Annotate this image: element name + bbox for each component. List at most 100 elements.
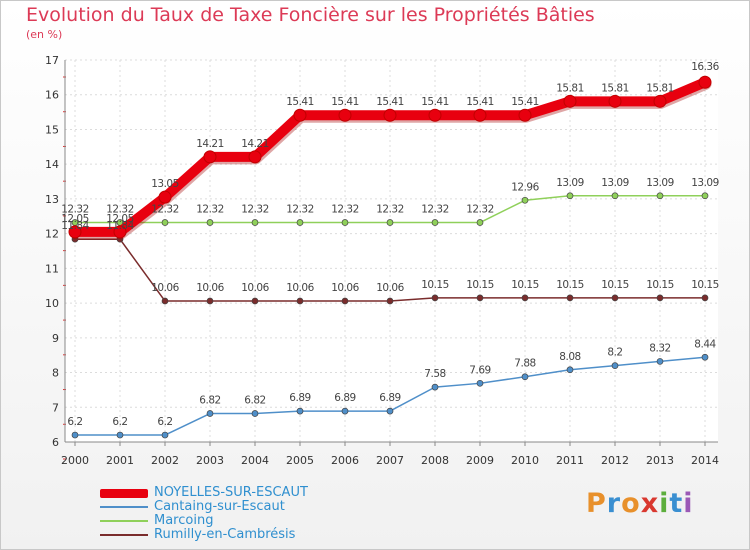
data-label: 13.05	[151, 178, 179, 190]
data-label: 6.2	[67, 416, 82, 428]
y-tick-label: 13	[45, 193, 59, 206]
data-label: 12.32	[241, 204, 269, 216]
x-tick-label: 2001	[106, 454, 134, 467]
data-point	[521, 196, 529, 204]
data-point	[383, 108, 397, 122]
data-point	[431, 383, 439, 391]
data-point	[656, 192, 664, 200]
data-point	[206, 410, 214, 417]
data-label: 10.15	[646, 279, 674, 291]
data-point	[341, 219, 349, 226]
x-tick-label: 2007	[376, 454, 404, 467]
data-label: 6.2	[157, 416, 172, 428]
data-label: 15.41	[376, 96, 404, 108]
data-label: 15.41	[466, 96, 494, 108]
data-label: 12.96	[511, 181, 539, 193]
data-point	[293, 108, 307, 122]
data-point	[566, 366, 574, 374]
legend-swatch-cantaing	[100, 506, 148, 508]
data-label: 11.84	[106, 220, 134, 232]
legend-label-noyelles: NOYELLES-SUR-ESCAUT	[154, 485, 308, 500]
data-point	[653, 94, 667, 108]
data-point	[566, 294, 574, 302]
data-label: 12.32	[286, 204, 314, 216]
x-tick-label: 2003	[196, 454, 224, 467]
y-axis-unit: (en %)	[26, 28, 63, 41]
data-label: 6.89	[334, 392, 355, 404]
data-point	[386, 297, 394, 305]
data-point	[341, 297, 349, 305]
data-label: 13.09	[691, 177, 719, 189]
data-label: 13.09	[556, 177, 584, 189]
data-label: 10.15	[556, 279, 584, 291]
y-tick-label: 14	[45, 158, 59, 171]
data-label: 15.81	[601, 82, 629, 94]
data-label: 12.32	[466, 204, 494, 216]
data-label: 14.21	[196, 138, 224, 150]
x-tick-label: 2014	[691, 454, 719, 467]
legend-swatch-noyelles	[100, 489, 148, 498]
data-label: 15.41	[286, 96, 314, 108]
data-label: 15.81	[646, 82, 674, 94]
data-point	[431, 219, 439, 226]
y-tick-label: 10	[45, 297, 59, 310]
data-label: 10.06	[196, 282, 224, 294]
x-tick-label: 2009	[466, 454, 494, 467]
data-point	[518, 108, 532, 122]
x-tick-label: 2004	[241, 454, 269, 467]
data-point	[431, 294, 439, 302]
x-tick-label: 2005	[286, 454, 314, 467]
x-tick-label: 2013	[646, 454, 674, 467]
data-point	[611, 362, 619, 369]
data-point	[116, 431, 124, 439]
data-point	[206, 219, 214, 226]
data-label: 10.15	[691, 279, 719, 291]
y-tick-label: 12	[45, 228, 59, 241]
data-label: 12.32	[106, 204, 134, 216]
data-point	[608, 94, 622, 108]
data-point	[251, 410, 259, 417]
data-point	[473, 108, 487, 122]
data-point	[296, 407, 304, 415]
data-label: 15.81	[556, 82, 584, 94]
data-point	[698, 75, 712, 89]
data-label: 15.41	[511, 96, 539, 108]
data-label: 8.2	[607, 347, 622, 359]
x-tick-label: 2000	[61, 454, 89, 467]
legend-label-marcoing: Marcoing	[154, 513, 214, 528]
data-point	[296, 297, 304, 305]
data-label: 10.15	[421, 279, 449, 291]
y-tick-label: 17	[45, 54, 59, 67]
x-tick-label: 2002	[151, 454, 179, 467]
data-label: 10.15	[601, 279, 629, 291]
data-point	[611, 192, 619, 200]
data-label: 10.15	[511, 279, 539, 291]
data-point	[203, 150, 217, 164]
data-label: 15.41	[421, 96, 449, 108]
data-label: 12.05	[61, 213, 89, 225]
y-tick-label: 6	[52, 436, 59, 449]
data-point	[521, 373, 529, 381]
data-label: 8.44	[694, 338, 716, 350]
data-point	[563, 94, 577, 108]
data-point	[701, 192, 709, 200]
data-label: 10.15	[466, 279, 494, 291]
data-point	[296, 219, 304, 226]
data-label: 6.82	[244, 395, 265, 407]
data-label: 12.05	[106, 213, 134, 225]
data-label: 12.32	[376, 204, 404, 216]
data-point	[341, 407, 349, 415]
data-label: 15.41	[331, 96, 359, 108]
x-tick-label: 2008	[421, 454, 449, 467]
data-label: 6.82	[199, 395, 220, 407]
data-point	[248, 150, 262, 164]
y-tick-label: 9	[52, 332, 59, 345]
chart-title: Evolution du Taux de Taxe Foncière sur l…	[26, 4, 595, 26]
data-label: 12.32	[421, 204, 449, 216]
data-point	[206, 297, 214, 305]
data-label: 6.2	[112, 416, 127, 428]
data-label: 7.69	[469, 364, 490, 376]
data-point	[161, 431, 169, 439]
data-point	[656, 358, 664, 365]
data-point	[338, 108, 352, 122]
